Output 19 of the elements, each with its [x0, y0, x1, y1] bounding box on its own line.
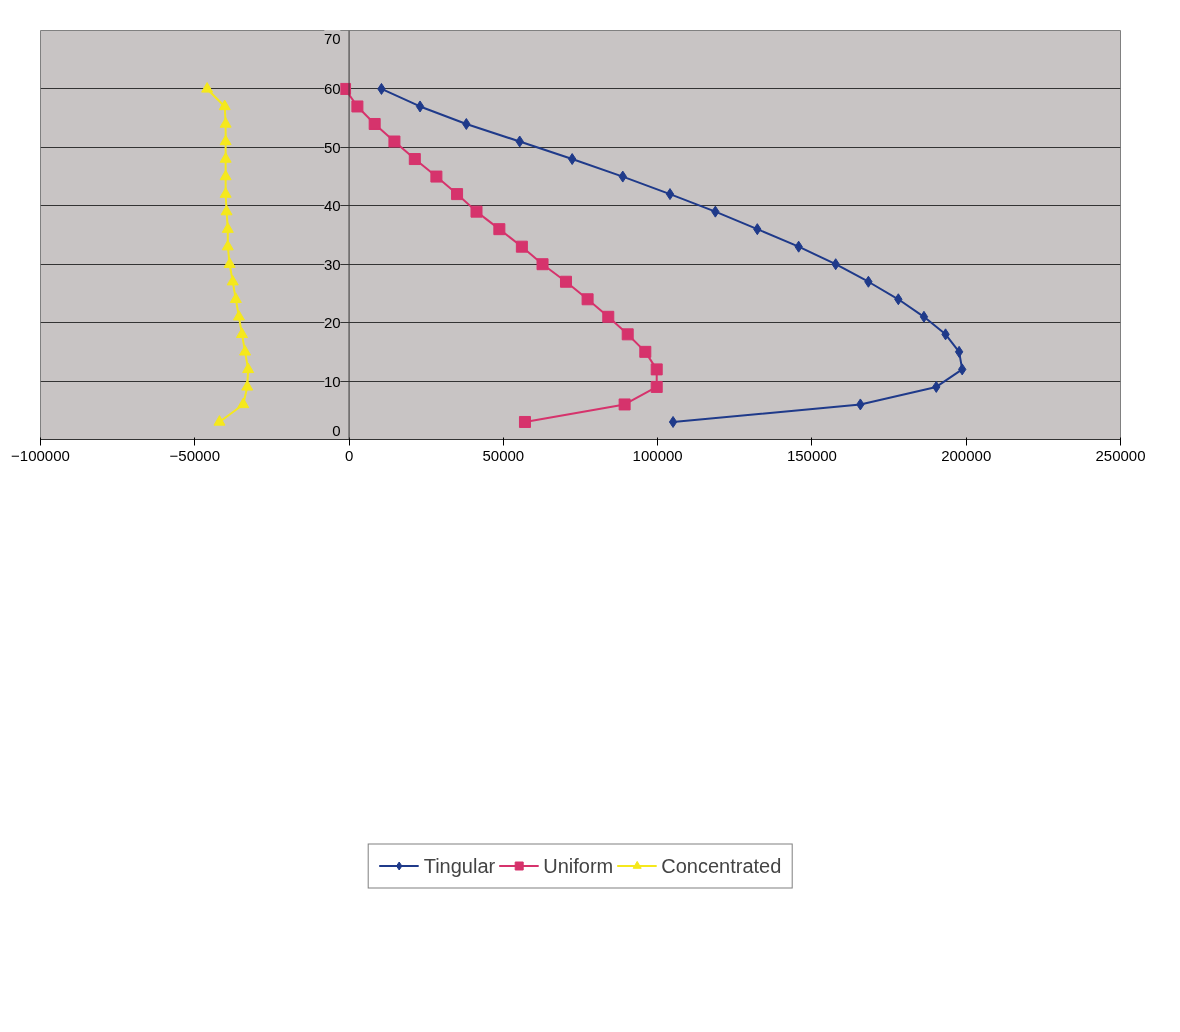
- y-tick-label: 70: [323, 30, 341, 47]
- legend-label: Concentrated: [661, 854, 782, 878]
- x-tick-label: 0: [344, 446, 354, 464]
- y-tick-label: 10: [323, 372, 341, 390]
- y-tick-label: 60: [323, 79, 341, 97]
- x-tick-label: 150000: [786, 446, 837, 464]
- x-tick-label: 50000: [482, 446, 525, 464]
- y-tick-label: 0: [332, 422, 341, 439]
- x-tick-label: −100000: [11, 446, 70, 464]
- y-tick-label: 30: [323, 255, 341, 273]
- legend-label: Tingular: [423, 854, 496, 878]
- y-tick-label: 40: [323, 196, 341, 214]
- y-tick-label: 50: [323, 138, 341, 156]
- x-tick-label: 250000: [1095, 446, 1146, 464]
- x-tick-label: 200000: [941, 446, 992, 464]
- x-tick-label: −50000: [169, 446, 221, 464]
- y-tick-label: 20: [323, 313, 341, 331]
- x-tick-label: 100000: [632, 446, 683, 464]
- legend-label: Uniform: [543, 854, 614, 878]
